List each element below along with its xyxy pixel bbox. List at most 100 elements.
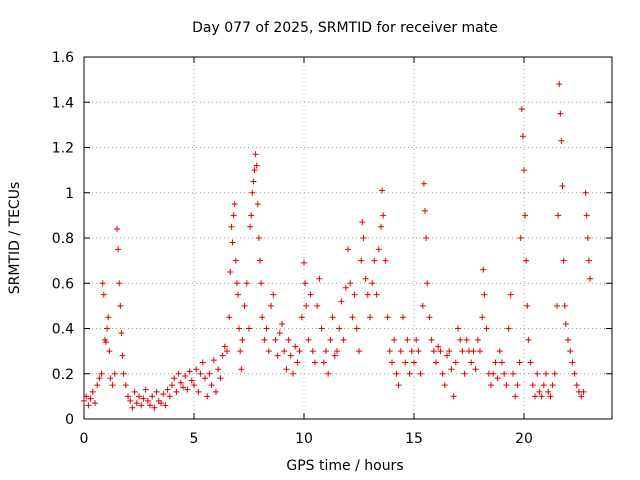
data-point (389, 359, 395, 366)
data-point (470, 348, 477, 355)
data-point (233, 280, 240, 287)
data-point (391, 336, 398, 343)
data-point (375, 246, 382, 253)
data-point (338, 298, 345, 305)
data-point (208, 382, 215, 389)
data-point (219, 352, 226, 359)
data-point (393, 370, 400, 377)
data-point (307, 291, 314, 298)
data-point (364, 291, 371, 298)
data-point (235, 291, 241, 298)
data-point (276, 330, 283, 337)
data-point (521, 167, 527, 174)
data-point (382, 257, 389, 264)
data-point (408, 348, 415, 355)
data-point (119, 352, 126, 359)
data-point (430, 348, 437, 355)
data-point (448, 366, 455, 373)
data-point (274, 352, 281, 359)
data-point (417, 370, 424, 377)
data-point (463, 336, 470, 343)
data-point (472, 366, 479, 373)
data-point (547, 393, 554, 400)
data-point (514, 382, 521, 389)
data-point (565, 336, 571, 343)
data-point (103, 339, 109, 346)
data-point (420, 180, 427, 187)
data-point (413, 336, 420, 343)
y-tick-label: 0 (65, 412, 74, 428)
data-point (173, 388, 180, 395)
data-point (210, 357, 217, 364)
data-point (549, 382, 556, 389)
data-point (468, 359, 475, 366)
data-point (452, 359, 459, 366)
y-tick-label: 1.6 (52, 50, 74, 66)
data-point (228, 223, 235, 230)
data-point (490, 370, 497, 377)
data-point (272, 336, 279, 343)
data-point (265, 348, 272, 355)
data-point (325, 370, 332, 377)
data-point (351, 291, 358, 298)
data-point (191, 382, 197, 389)
data-point (263, 325, 270, 332)
data-point (305, 336, 312, 343)
data-point (100, 291, 107, 298)
data-point (529, 382, 536, 389)
data-point (480, 266, 487, 273)
data-point (320, 359, 327, 366)
data-point (133, 400, 140, 407)
data-point (215, 366, 222, 373)
data-point (481, 291, 488, 298)
data-point (404, 336, 411, 343)
data-point (518, 106, 525, 113)
data-point (560, 257, 567, 264)
data-point (127, 397, 134, 404)
data-point (151, 404, 158, 411)
data-point (379, 187, 386, 194)
data-point (573, 382, 580, 389)
data-point (554, 302, 560, 309)
data-point (158, 400, 164, 407)
data-point (312, 359, 318, 366)
y-tick-label: 0.4 (52, 322, 74, 338)
data-point (227, 268, 234, 275)
data-point (248, 212, 255, 219)
data-point (433, 359, 439, 366)
data-point (551, 370, 558, 377)
data-point (538, 393, 545, 400)
data-point (259, 314, 266, 321)
x-tick-label: 15 (405, 431, 423, 447)
data-point (138, 402, 145, 409)
data-point (83, 393, 90, 400)
data-point (96, 375, 103, 382)
data-point (367, 314, 373, 321)
data-point (287, 352, 294, 359)
data-point (360, 235, 367, 241)
data-point (142, 386, 149, 393)
y-tick-label: 1 (65, 186, 74, 202)
data-point (496, 348, 503, 355)
data-point (247, 223, 254, 230)
data-point (397, 348, 404, 355)
data-point (232, 257, 239, 264)
data-point (314, 302, 321, 309)
data-point (251, 167, 258, 174)
data-point (257, 257, 263, 264)
data-point (120, 370, 127, 377)
data-point (557, 110, 564, 117)
data-point (477, 348, 483, 355)
data-point (516, 359, 523, 366)
data-point (567, 348, 574, 355)
data-point (116, 280, 123, 287)
data-point (501, 370, 508, 377)
data-point (583, 212, 590, 219)
chart-title: Day 077 of 2025, SRMTID for receiver mat… (192, 20, 498, 36)
axis-ticks: 0 0.2 0.4 0.6 0.8 1 1.2 1.4 1.6 0 5 10 15 20 (52, 50, 612, 447)
data-point (105, 314, 112, 321)
data-point (109, 382, 116, 389)
data-point (585, 257, 592, 264)
data-point (229, 239, 236, 246)
data-point (231, 201, 238, 208)
